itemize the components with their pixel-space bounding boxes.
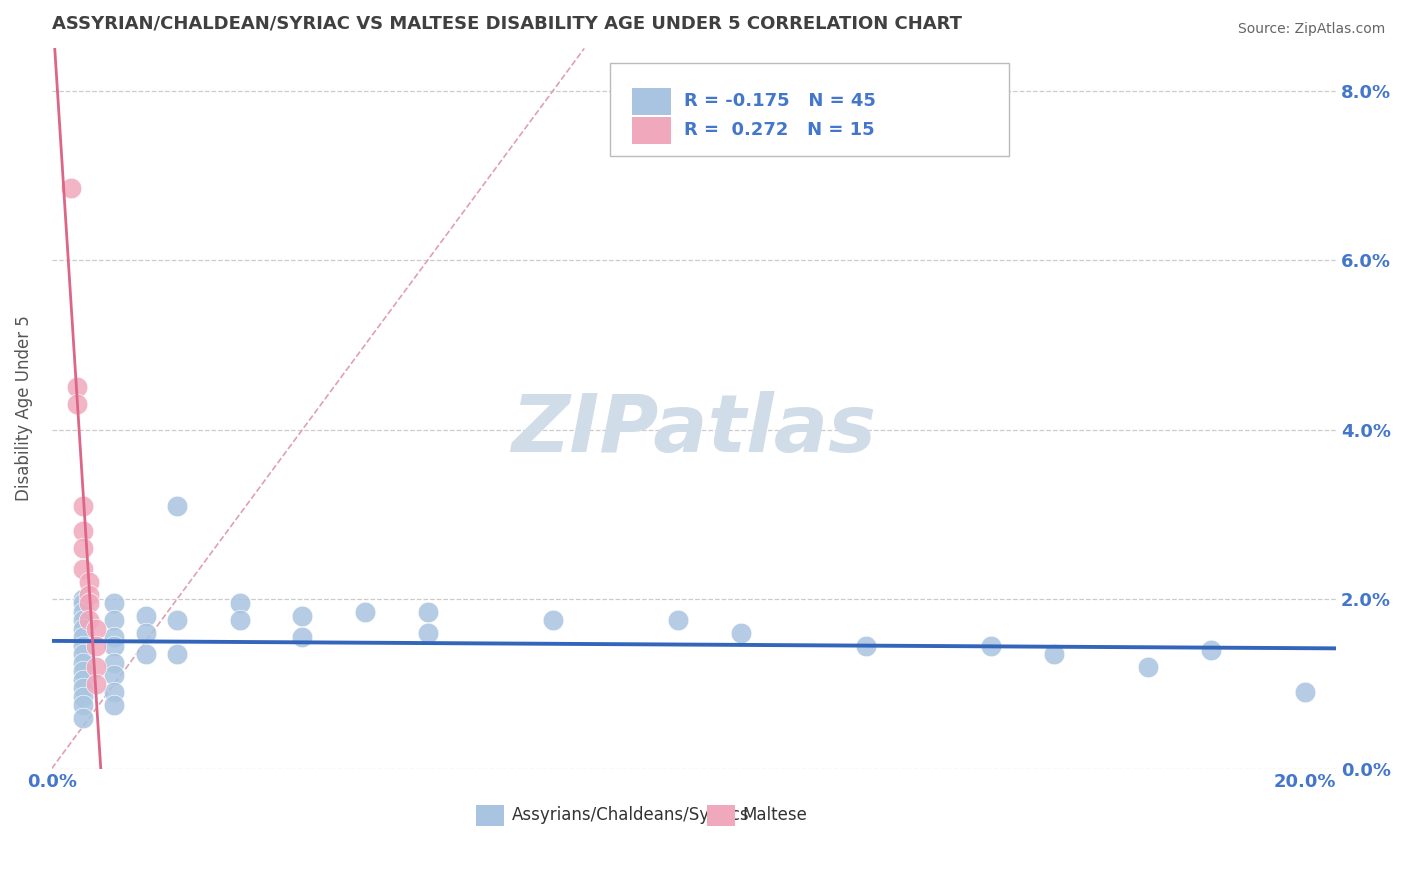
Point — [980, 639, 1002, 653]
Point — [72, 613, 94, 627]
Point — [103, 613, 125, 627]
Point — [1294, 685, 1316, 699]
Text: Source: ZipAtlas.com: Source: ZipAtlas.com — [1237, 22, 1385, 37]
FancyBboxPatch shape — [475, 805, 503, 826]
Point — [416, 626, 439, 640]
Point — [66, 397, 89, 411]
Point — [72, 690, 94, 704]
Point — [103, 698, 125, 712]
Point — [291, 609, 314, 624]
Point — [72, 592, 94, 607]
Point — [166, 647, 188, 661]
Y-axis label: Disability Age Under 5: Disability Age Under 5 — [15, 316, 32, 501]
Point — [84, 660, 107, 674]
Text: R =  0.272   N = 15: R = 0.272 N = 15 — [683, 120, 875, 139]
FancyBboxPatch shape — [610, 62, 1008, 156]
Point — [103, 668, 125, 682]
Point — [228, 596, 250, 610]
Point — [72, 681, 94, 695]
Point — [84, 622, 107, 636]
Point — [72, 499, 94, 513]
Point — [103, 685, 125, 699]
Point — [103, 596, 125, 610]
Point — [103, 630, 125, 644]
Point — [1199, 643, 1222, 657]
Point — [72, 622, 94, 636]
Point — [666, 613, 689, 627]
Point — [166, 499, 188, 513]
Point — [79, 596, 101, 610]
Point — [541, 613, 564, 627]
Text: R = -0.175   N = 45: R = -0.175 N = 45 — [683, 92, 876, 110]
Point — [72, 711, 94, 725]
Point — [354, 605, 377, 619]
Point — [135, 626, 157, 640]
Point — [79, 575, 101, 590]
FancyBboxPatch shape — [633, 88, 671, 115]
Point — [72, 562, 94, 576]
Point — [72, 524, 94, 539]
Point — [72, 647, 94, 661]
Point — [166, 613, 188, 627]
Point — [79, 613, 101, 627]
Point — [228, 613, 250, 627]
Point — [79, 588, 101, 602]
Point — [416, 605, 439, 619]
Text: ZIPatlas: ZIPatlas — [512, 391, 876, 469]
Point — [72, 596, 94, 610]
Point — [72, 639, 94, 653]
Point — [730, 626, 752, 640]
Point — [103, 639, 125, 653]
Point — [84, 677, 107, 691]
Point — [84, 639, 107, 653]
Point — [855, 639, 877, 653]
FancyBboxPatch shape — [707, 805, 735, 826]
Point — [1137, 660, 1160, 674]
Point — [72, 630, 94, 644]
Point — [72, 673, 94, 687]
Point — [72, 698, 94, 712]
Point — [66, 380, 89, 394]
Point — [59, 181, 82, 195]
Point — [291, 630, 314, 644]
Point — [72, 664, 94, 678]
Point — [135, 609, 157, 624]
Text: ASSYRIAN/CHALDEAN/SYRIAC VS MALTESE DISABILITY AGE UNDER 5 CORRELATION CHART: ASSYRIAN/CHALDEAN/SYRIAC VS MALTESE DISA… — [52, 15, 962, 33]
Text: Maltese: Maltese — [742, 806, 807, 824]
Point — [72, 541, 94, 556]
Point — [72, 605, 94, 619]
Text: Assyrians/Chaldeans/Syriacs: Assyrians/Chaldeans/Syriacs — [512, 806, 749, 824]
Point — [103, 656, 125, 670]
Point — [1043, 647, 1066, 661]
FancyBboxPatch shape — [633, 117, 671, 145]
Point — [135, 647, 157, 661]
Point — [72, 656, 94, 670]
